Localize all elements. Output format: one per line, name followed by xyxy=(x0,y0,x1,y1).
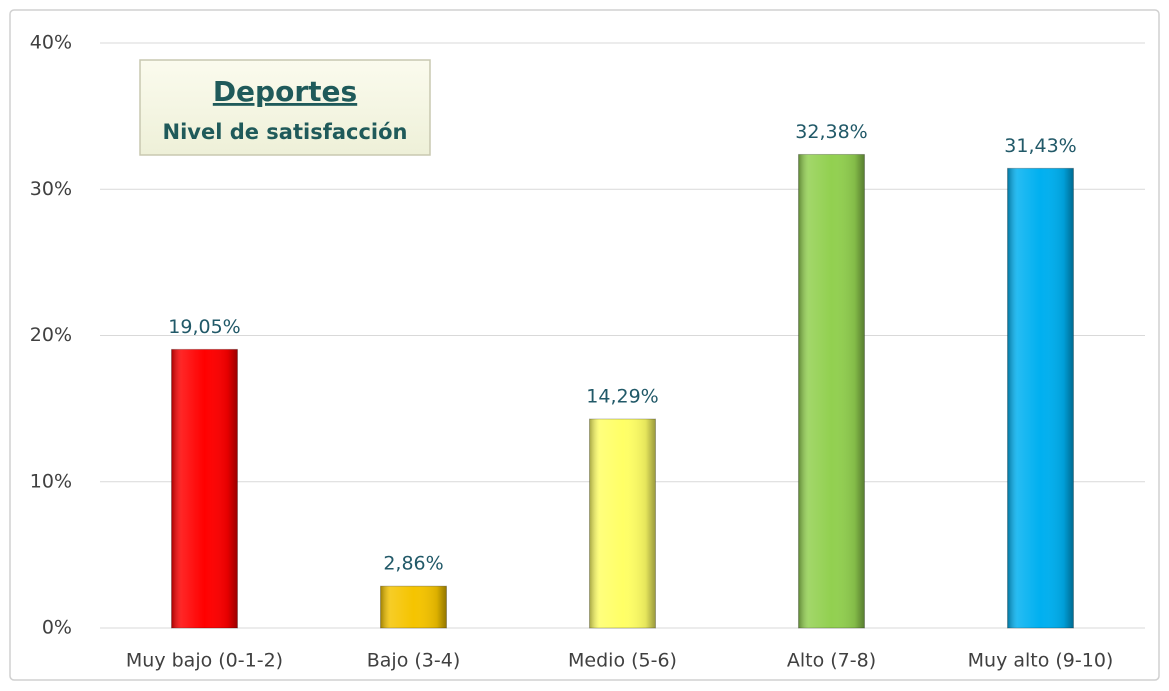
bar-shade xyxy=(171,349,238,628)
y-tick-label: 40% xyxy=(30,32,72,54)
x-tick-label: Medio (5-6) xyxy=(568,650,677,672)
bar-shade xyxy=(380,586,447,628)
chart-border xyxy=(9,9,1160,681)
x-tick-label: Muy alto (9-10) xyxy=(968,650,1114,672)
value-label: 14,29% xyxy=(586,386,658,408)
value-label: 31,43% xyxy=(1004,135,1076,157)
chart-subtitle: Nivel de satisfacción xyxy=(163,120,408,144)
y-tick-label: 30% xyxy=(30,178,72,200)
bar-shade xyxy=(1007,168,1074,628)
value-label: 32,38% xyxy=(795,121,867,143)
x-tick-label: Muy bajo (0-1-2) xyxy=(126,650,283,672)
bar-shade xyxy=(798,154,865,628)
y-tick-label: 10% xyxy=(30,470,72,492)
y-tick-label: 0% xyxy=(42,617,72,639)
x-tick-label: Bajo (3-4) xyxy=(367,650,460,672)
x-tick-label: Alto (7-8) xyxy=(787,650,876,672)
title-box xyxy=(139,59,431,156)
value-label: 2,86% xyxy=(383,553,443,575)
chart-title: Deportes xyxy=(213,75,357,108)
y-tick-label: 20% xyxy=(30,324,72,346)
value-label: 19,05% xyxy=(168,316,240,338)
bar-shade xyxy=(589,419,656,628)
